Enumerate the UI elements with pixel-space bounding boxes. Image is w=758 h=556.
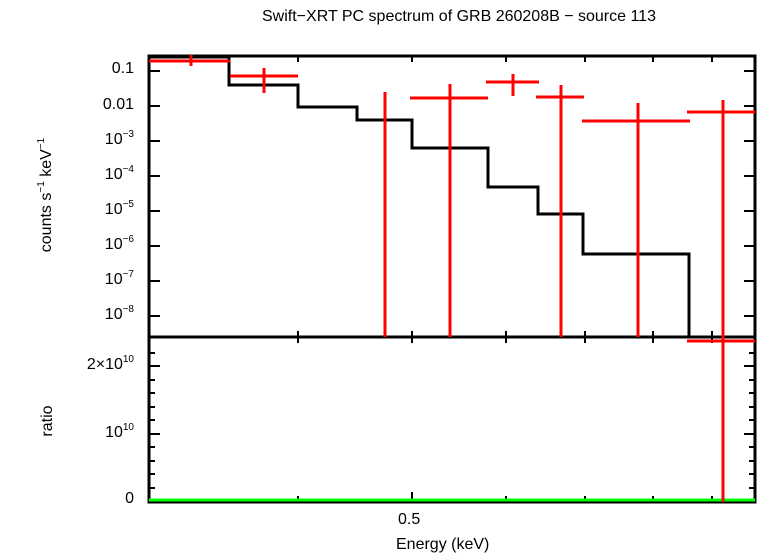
ratio-tick-label: 2×1010: [86, 354, 134, 374]
ratio-tick-label: 1010: [105, 422, 134, 442]
y-tick-label: 0.01: [102, 96, 134, 113]
y-ticks-ratio: [149, 352, 755, 489]
ratio-tick-label: 0: [125, 490, 134, 507]
x-ticks: [297, 56, 713, 502]
x-tick-label: 0.5: [398, 511, 421, 528]
y-tick-label: 0.1: [111, 60, 134, 77]
x-axis-label: Energy (keV): [396, 536, 490, 553]
plot-frame: [147, 54, 757, 504]
chart-title: Swift−XRT PC spectrum of GRB 260208B − s…: [262, 8, 656, 25]
y-tick-label: 10−4: [104, 164, 134, 184]
y-tick-label: 10−7: [104, 269, 134, 289]
y-axis-label-spectrum: counts s−1 keV−1: [36, 137, 55, 253]
ratio-points: [687, 337, 755, 502]
y-tick-label: 10−8: [104, 304, 134, 324]
y-tick-label: 10−5: [104, 199, 134, 219]
y-axis-label-ratio: ratio: [39, 405, 56, 437]
data-points: [149, 55, 755, 337]
y-ticks-upper: [149, 70, 755, 317]
y-tick-label: 10−3: [104, 129, 134, 149]
y-tick-label: 10−6: [104, 234, 134, 254]
